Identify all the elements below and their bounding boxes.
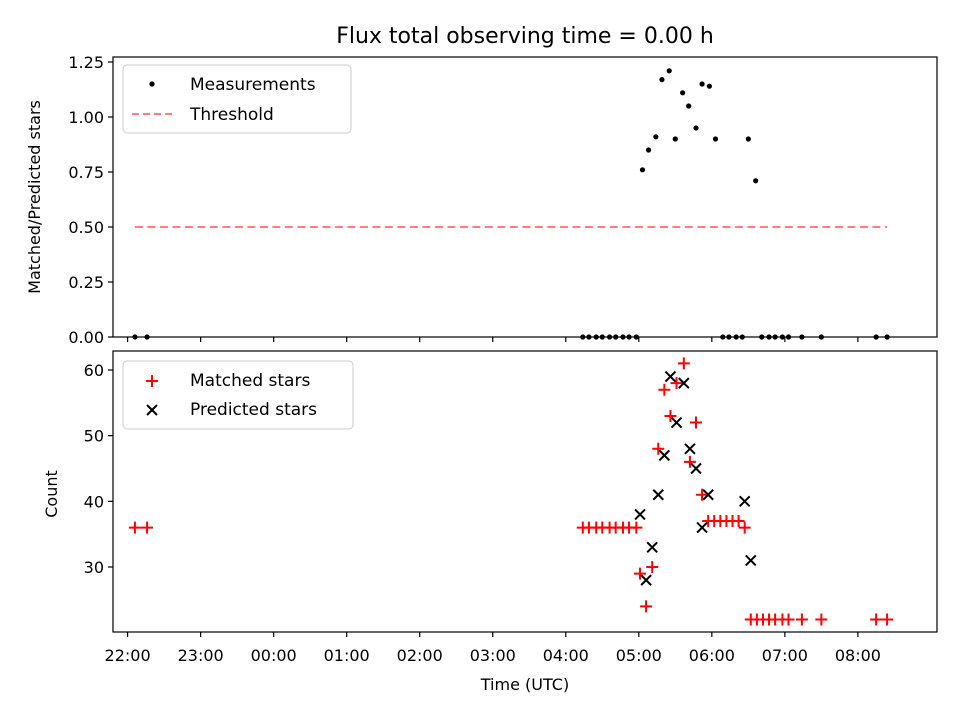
bottom-x-tick-label: 01:00 xyxy=(324,646,370,665)
matched-star-point xyxy=(658,383,671,396)
bottom-x-tick-label: 05:00 xyxy=(616,646,662,665)
matched-star-point xyxy=(696,488,709,501)
bottom-y-ticks: 30 40 50 60 xyxy=(84,361,113,577)
matched-star-point xyxy=(683,455,696,468)
bottom-plot-frame xyxy=(112,350,938,633)
measurement-point xyxy=(699,81,705,87)
bottom-x-tick-label: 03:00 xyxy=(470,646,516,665)
predicted-star-point xyxy=(696,521,708,534)
bottom-y-tick-label: 60 xyxy=(84,361,104,380)
measurement-point xyxy=(753,178,759,184)
matched-star-point xyxy=(646,561,659,573)
measurement-point xyxy=(645,147,652,153)
bottom-x-axis-label: Time (UTC) xyxy=(480,675,569,694)
predicted-star-point xyxy=(702,489,714,501)
measurement-point xyxy=(712,136,719,142)
legend-matched-label: Matched stars xyxy=(190,371,310,391)
matched-star-point xyxy=(690,416,703,429)
measurement-point xyxy=(680,90,686,96)
matched-star-point xyxy=(664,409,677,422)
bottom-x-tick-label: 23:00 xyxy=(178,646,224,665)
measurement-point xyxy=(653,134,659,140)
bottom-panel: Count Time (UTC) 30 40 50 60 22:00 23:00 00:0… xyxy=(42,350,938,694)
bottom-legend: Matched stars Predicted stars xyxy=(122,360,354,430)
measurement-point xyxy=(693,125,699,131)
matched-star-point xyxy=(652,442,665,455)
legend-measurements-label: Measurements xyxy=(190,75,316,95)
measurement-point xyxy=(659,77,665,83)
predicted-star-point xyxy=(745,554,757,567)
top-y-tick-label: 0.00 xyxy=(68,328,104,347)
matched-star-point xyxy=(881,613,894,626)
predicted-star-point xyxy=(646,541,658,554)
bottom-x-tick-label: 07:00 xyxy=(762,646,808,665)
bottom-y-axis-label: Count xyxy=(42,470,61,518)
measurement-point xyxy=(666,68,672,74)
bottom-x-tick-label: 00:00 xyxy=(251,646,297,665)
predicted-star-point xyxy=(690,462,702,475)
top-y-axis-label: Matched/Predicted stars xyxy=(25,100,44,294)
bottom-x-tick-label: 22:00 xyxy=(105,646,151,665)
top-y-tick-label: 0.75 xyxy=(68,163,104,182)
legend-threshold-label: Threshold xyxy=(189,105,274,125)
matched-star-point xyxy=(732,515,745,528)
top-y-tick-label: 0.25 xyxy=(68,273,104,292)
bottom-x-tick-label: 06:00 xyxy=(689,646,735,665)
matched-star-point xyxy=(128,521,141,534)
bottom-x-ticks: 22:00 23:00 00:00 01:00 02:00 03:00 04:00 05:00… xyxy=(105,632,881,665)
top-plot-frame xyxy=(112,56,938,338)
predicted-star-point xyxy=(684,443,696,455)
bottom-y-tick-label: 50 xyxy=(84,427,104,446)
predicted-star-point xyxy=(634,508,646,521)
bottom-legend-box xyxy=(122,360,354,430)
matched-star-point xyxy=(634,567,647,580)
measurement-point xyxy=(706,83,712,89)
matched-star-point xyxy=(815,613,828,626)
measurement-point xyxy=(672,136,678,142)
bottom-y-tick-label: 30 xyxy=(84,558,104,577)
matched-star-point xyxy=(141,521,154,534)
top-y-tick-label: 0.50 xyxy=(68,218,104,237)
predicted-star-point xyxy=(664,370,677,383)
predicted-star-point xyxy=(640,574,652,586)
matched-star-point xyxy=(795,613,808,626)
top-y-ticks: 0.00 0.25 0.50 0.75 1.00 1.25 xyxy=(68,53,113,347)
bottom-x-tick-label: 02:00 xyxy=(397,646,443,665)
matched-star-point xyxy=(640,600,653,613)
top-legend-box xyxy=(122,64,352,134)
matched-star-point xyxy=(670,377,683,390)
matched-star-point xyxy=(870,613,883,626)
top-y-tick-label: 1.00 xyxy=(68,108,104,127)
matched-star-point xyxy=(782,613,795,626)
legend-predicted-label: Predicted stars xyxy=(190,400,317,420)
matched-star-point xyxy=(630,521,643,534)
measurement-point xyxy=(639,167,646,173)
top-chart-title: Flux total observing time = 0.00 h xyxy=(336,24,714,49)
predicted-star-point xyxy=(670,416,683,429)
top-y-tick-label: 1.25 xyxy=(68,53,104,72)
measurement-point xyxy=(686,103,692,109)
matched-star-point xyxy=(677,357,690,370)
top-panel: Flux total observing time = 0.00 h Match… xyxy=(25,24,938,347)
predicted-star-point xyxy=(738,495,751,508)
predicted-star-point xyxy=(652,489,664,501)
top-legend: Measurements Threshold xyxy=(122,64,352,134)
measurement-point xyxy=(745,136,751,142)
bottom-plot-marks xyxy=(128,357,894,626)
bottom-x-tick-label: 04:00 xyxy=(543,646,589,665)
predicted-star-point xyxy=(658,449,671,462)
matched-star-point xyxy=(738,521,751,534)
legend-measurements-marker xyxy=(149,81,155,87)
bottom-x-tick-label: 08:00 xyxy=(835,646,881,665)
top-plot-marks xyxy=(132,68,890,340)
top-x-ticks xyxy=(127,337,859,342)
bottom-y-tick-label: 40 xyxy=(84,492,104,511)
legend-matched-marker xyxy=(146,375,158,387)
legend-predicted-marker xyxy=(146,404,158,416)
predicted-star-point xyxy=(678,377,690,389)
